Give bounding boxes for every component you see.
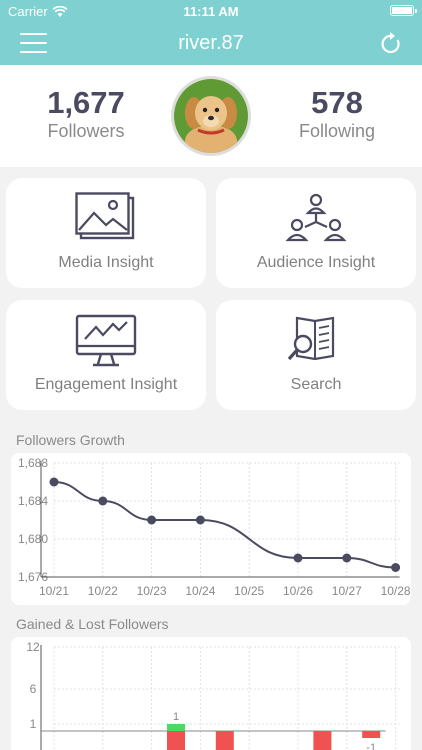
following-stat[interactable]: 578 Following — [262, 87, 412, 142]
battery-icon — [390, 5, 417, 16]
followers-stat[interactable]: 1,677 Followers — [11, 87, 161, 142]
carrier-label: Carrier — [8, 4, 48, 19]
audience-network-icon — [285, 193, 347, 242]
media-insight-label: Media Insight — [58, 254, 154, 271]
audience-insight-label: Audience Insight — [256, 254, 376, 271]
search-book-icon — [287, 316, 335, 361]
search-label: Search — [290, 376, 342, 393]
lost-bar — [215, 731, 234, 750]
gained-lost-title: Gained & Lost Followers — [16, 616, 169, 632]
x-tick-label: 10/24 — [185, 584, 215, 598]
media-insight-card[interactable]: Media Insight — [6, 178, 206, 288]
y-tick-label: 1,688 — [18, 456, 48, 470]
x-tick-label: 10/23 — [137, 584, 167, 598]
followers-count: 1,677 — [47, 85, 125, 120]
gained-lost-svg: -416121-4-3-3-1 — [26, 640, 400, 750]
x-tick-label: 10/27 — [332, 584, 362, 598]
data-label: -1 — [366, 742, 376, 750]
clock: 11:11 AM — [183, 4, 239, 19]
search-card[interactable]: Search — [216, 300, 416, 410]
lost-bar — [313, 731, 332, 750]
y-tick-label: 12 — [26, 640, 40, 654]
avatar[interactable] — [171, 76, 251, 156]
carrier-indicator: Carrier — [8, 4, 68, 19]
data-point — [293, 553, 303, 563]
data-point — [391, 563, 401, 572]
followers-growth-chart: 1,676 1,680 1,684 1,688 10/21 10/22 10/23 10/24… — [11, 453, 411, 605]
followers-growth-title: Followers Growth — [16, 432, 125, 448]
x-tick-label: 10/21 — [39, 584, 69, 598]
data-point — [49, 477, 59, 487]
gained-lost-chart: -416121-4-3-3-1 — [11, 637, 411, 750]
lost-bar — [362, 731, 381, 738]
engagement-insight-card[interactable]: Engagement Insight — [6, 300, 206, 410]
data-label: 1 — [173, 711, 179, 723]
following-label: Following — [298, 121, 376, 141]
data-point — [98, 496, 108, 506]
engagement-insight-label: Engagement Insight — [34, 376, 178, 393]
data-point — [195, 515, 205, 525]
followers-label: Followers — [47, 121, 125, 141]
nav-bar: river.87 — [0, 22, 422, 65]
wifi-icon — [52, 5, 68, 17]
x-tick-label: 10/26 — [283, 584, 313, 598]
monitor-chart-icon — [75, 314, 137, 367]
data-point — [342, 553, 352, 563]
hamburger-menu-icon[interactable] — [20, 33, 47, 53]
following-count: 578 — [311, 85, 363, 120]
puppy-avatar-image — [174, 79, 248, 153]
y-tick-label: 1 — [30, 717, 37, 731]
audience-insight-card[interactable]: Audience Insight — [216, 178, 416, 288]
lost-bar — [167, 731, 185, 750]
x-tick-label: 10/25 — [234, 584, 264, 598]
y-tick-label: 1,680 — [18, 532, 48, 546]
x-tick-label: 10/22 — [88, 584, 118, 598]
gained-bar — [167, 724, 185, 731]
y-tick-label: 1,684 — [18, 494, 48, 508]
page-title: river.87 — [178, 32, 244, 54]
profile-header: 1,677 Followers 578 Following — [0, 65, 422, 167]
status-bar: Carrier 11:11 AM — [0, 0, 422, 22]
y-tick-label: 6 — [30, 682, 37, 696]
image-gallery-icon — [75, 192, 135, 240]
x-tick-label: 10/28 — [381, 584, 411, 598]
data-point — [147, 515, 157, 525]
refresh-icon[interactable] — [380, 31, 402, 55]
